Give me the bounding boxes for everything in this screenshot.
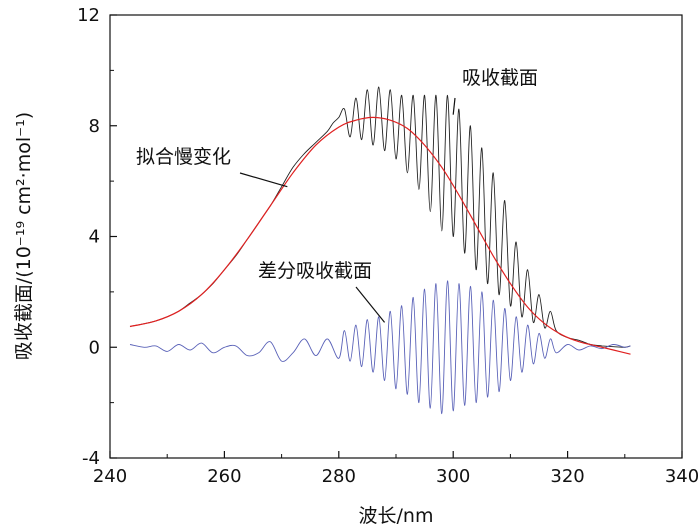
series-line-1 — [129, 116, 631, 355]
annotation-leader — [355, 286, 386, 323]
annotation-leader — [452, 97, 456, 115]
x-tick-label: 300 — [436, 466, 470, 487]
y-axis-title: 吸收截面/(10⁻¹⁹ cm²·mol⁻¹) — [13, 112, 35, 360]
y-tick-label: 8 — [89, 116, 100, 137]
x-tick-label: 320 — [550, 466, 584, 487]
y-tick-label: 4 — [89, 227, 100, 248]
series-line-0 — [129, 86, 631, 348]
y-tick-label: 12 — [77, 5, 100, 26]
x-tick-label: 260 — [207, 466, 241, 487]
x-axis-title: 波长/nm — [359, 505, 434, 527]
annotation-label: 差分吸收截面 — [258, 260, 372, 282]
annotation-label: 吸收截面 — [462, 67, 538, 89]
x-tick-label: 240 — [93, 466, 127, 487]
y-tick-label: 0 — [89, 337, 100, 358]
plot-frame — [109, 14, 683, 459]
series-line-2 — [129, 280, 631, 415]
y-tick-label: -4 — [82, 448, 100, 469]
annotation-leader — [239, 172, 288, 188]
x-tick-label: 340 — [665, 466, 699, 487]
x-tick-label: 280 — [322, 466, 356, 487]
series-layer — [129, 86, 631, 415]
axis-ticks: 240 260 280 300 320 340 -4 0 4 8 12 — [77, 5, 699, 487]
annotation-label: 拟合慢变化 — [136, 146, 231, 168]
